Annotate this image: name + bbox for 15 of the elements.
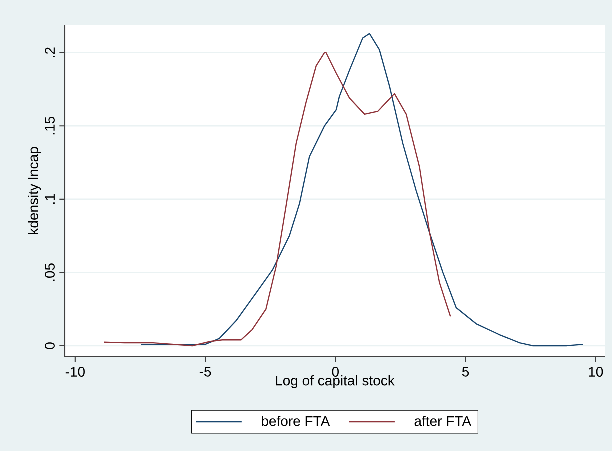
x-tick-label: 5: [462, 367, 470, 377]
x-tick-label: -10: [66, 367, 85, 377]
x-tick-label: 10: [589, 367, 604, 377]
y-tick-label: 0: [45, 342, 55, 350]
y-tick-label: .15: [45, 117, 55, 135]
x-axis-title: Log of capital stock: [276, 375, 395, 388]
y-axis-title: kdensity lncap: [28, 147, 42, 234]
y-tick-label: .1: [45, 194, 55, 204]
x-tick-label: -5: [200, 367, 212, 377]
legend-label: before FTA: [262, 416, 330, 426]
x-tick-label: 0: [332, 367, 339, 377]
y-tick-label: .05: [45, 264, 55, 282]
line-series: [103, 52, 452, 347]
y-tick-label: .2: [45, 48, 55, 58]
legend-label: after FTA: [414, 416, 472, 426]
